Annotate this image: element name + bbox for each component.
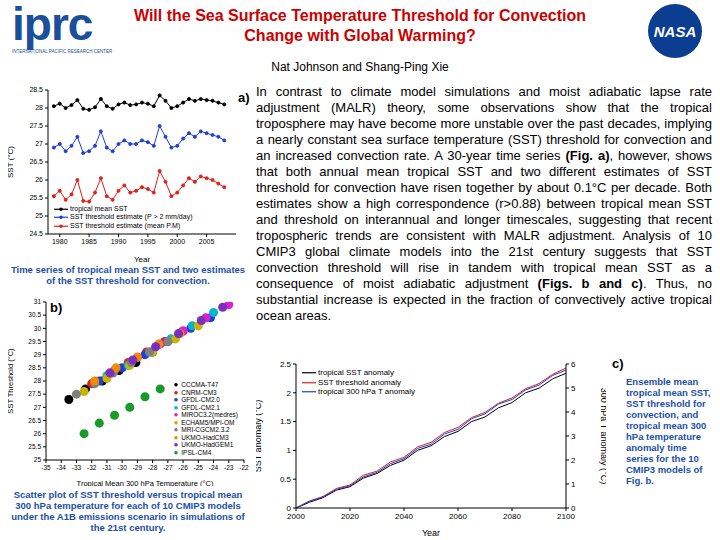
svg-text:2040: 2040 [395,512,413,521]
html-text:CCCMA-T47: CCCMA-T47 [181,381,219,388]
html-text:SST threshold estimate (P > 2: SST threshold estimate (P > 2 mm/day) [70,213,193,220]
svg-text:27.5: 27.5 [28,390,41,397]
svg-text:1980: 1980 [52,238,68,245]
svg-text:1: 1 [287,446,292,455]
html-text:a): a) [238,90,250,105]
svg-text:26.5: 26.5 [28,417,41,424]
html-text:Will the Sea Surface Temperatu: Will the Sea Surface Temperature Thresho… [134,7,586,24]
html-text:Scatter plot of SST threshold: Scatter plot of SST threshold versus tro… [11,489,245,533]
svg-text:2060: 2060 [449,512,467,521]
svg-text:25.5: 25.5 [28,443,41,450]
svg-text:-35: -35 [41,464,51,471]
html-text:MRI-CGCM2.3.2: MRI-CGCM2.3.2 [181,426,230,433]
html-text:GFDL-CM2.0: GFDL-CM2.0 [181,396,220,403]
svg-text:28.5: 28.5 [28,364,41,371]
svg-text:-30: -30 [117,464,127,471]
svg-text:-32: -32 [87,464,97,471]
svg-text:24.5: 24.5 [29,230,43,237]
html-text:tropical mean SST: tropical mean SST [70,204,128,212]
svg-text:26: 26 [35,176,43,183]
html-text:IPSL-CM4: IPSL-CM4 [181,448,212,456]
html-text:Nat Johnson and Shang-Ping Xie: Nat Johnson and Shang-Ping Xie [271,60,449,74]
html-text:UKMO-HadGEM1: UKMO-HadGEM1 [181,441,234,448]
svg-text:0: 0 [571,504,576,513]
svg-text:1.5: 1.5 [280,417,292,426]
svg-text:27: 27 [34,404,42,411]
svg-text:2005: 2005 [199,238,215,245]
svg-text:-31: -31 [102,464,112,471]
svg-text:-29: -29 [133,464,143,471]
svg-text:25.5: 25.5 [29,194,43,201]
html-text:SST threshold anomaly: SST threshold anomaly [318,377,401,387]
html-text:CNRM-CM3: CNRM-CM3 [181,388,217,396]
html-text:Change with Global Warming?: Change with Global Warming? [244,27,476,44]
svg-text:2: 2 [287,389,292,398]
svg-text:Tropical Mean 300 hPa Temperat: Tropical Mean 300 hPa Temperature (°C) [77,479,214,486]
svg-text:3: 3 [571,432,576,441]
svg-text:26: 26 [34,430,42,437]
svg-text:-26: -26 [178,464,188,471]
svg-text:300 hPa T anomaly (°C): 300 hPa T anomaly (°C) [599,388,606,484]
svg-text:1995: 1995 [140,238,156,245]
html-text:INTERNATIONAL PACIFIC RESEARCH: INTERNATIONAL PACIFIC RESEARCH CENTER [12,49,113,54]
html-text:b): b) [50,300,63,315]
html-text:SST threshold estimate (mean P: SST threshold estimate (mean P.M) [70,221,181,229]
svg-text:27: 27 [35,140,43,147]
svg-text:1990: 1990 [111,238,127,245]
svg-text:2020: 2020 [341,512,359,521]
svg-text:Year: Year [134,255,151,262]
svg-text:30.5: 30.5 [28,311,41,318]
svg-text:2: 2 [571,456,576,465]
svg-text:-28: -28 [148,464,158,471]
svg-text:30: 30 [34,325,42,332]
svg-text:26.5: 26.5 [29,158,43,165]
svg-text:29: 29 [34,351,42,358]
svg-text:28: 28 [35,104,43,111]
svg-text:2000: 2000 [169,238,185,245]
svg-text:2000: 2000 [287,512,305,521]
svg-text:SST Threshold (°C): SST Threshold (°C) [8,348,15,414]
svg-text:-22: -22 [239,464,249,471]
svg-text:31: 31 [34,298,42,305]
svg-text:2.5: 2.5 [280,360,292,369]
svg-text:5: 5 [571,384,576,393]
html-text:Time series of tropical mean S: Time series of tropical mean SST and two… [10,264,246,286]
svg-text:2080: 2080 [503,512,521,521]
html-text:tropical SST anomaly: tropical SST anomaly [318,368,394,377]
svg-text:27.5: 27.5 [29,122,43,129]
html-text:Ensemble mean tropical mean SS: Ensemble mean tropical mean SST, SST thr… [626,376,711,486]
html-text:ECHAM5/MPI-OM: ECHAM5/MPI-OM [181,418,235,426]
svg-text:29.5: 29.5 [28,338,41,345]
svg-text:28: 28 [34,377,42,384]
html-text:UKMO-HadCM3: UKMO-HadCM3 [181,433,229,441]
svg-text:-25: -25 [194,464,204,471]
svg-text:1985: 1985 [81,238,97,245]
svg-text:SST anomaly (°C): SST anomaly (°C) [256,400,263,472]
svg-text:-34: -34 [57,464,67,471]
svg-text:-24: -24 [209,464,219,471]
svg-text:6: 6 [571,360,576,369]
html-text:c): c) [612,356,624,371]
html-text:MIROC3.2(medres): MIROC3.2(medres) [181,411,238,418]
svg-text:25: 25 [34,456,42,463]
svg-text:25: 25 [35,212,43,219]
html-text:In contrast to climate model s: In contrast to climate model simulations… [256,84,712,323]
svg-text:-23: -23 [224,464,234,471]
html-text:tropical 300 hPa T anomaly: tropical 300 hPa T anomaly [318,387,416,396]
html-text:NASA: NASA [653,22,697,40]
svg-text:0: 0 [287,504,292,513]
svg-text:0.5: 0.5 [280,475,292,484]
svg-text:-27: -27 [163,464,173,471]
svg-text:1: 1 [571,480,576,489]
svg-text:4: 4 [571,408,576,417]
svg-text:2100: 2100 [557,512,575,521]
svg-text:28.5: 28.5 [29,86,43,93]
html-text:GFDL-CM2.1: GFDL-CM2.1 [181,403,220,411]
svg-text:SST (°C): SST (°C) [8,146,15,178]
svg-text:-33: -33 [72,464,82,471]
svg-text:Year: Year [422,528,440,536]
